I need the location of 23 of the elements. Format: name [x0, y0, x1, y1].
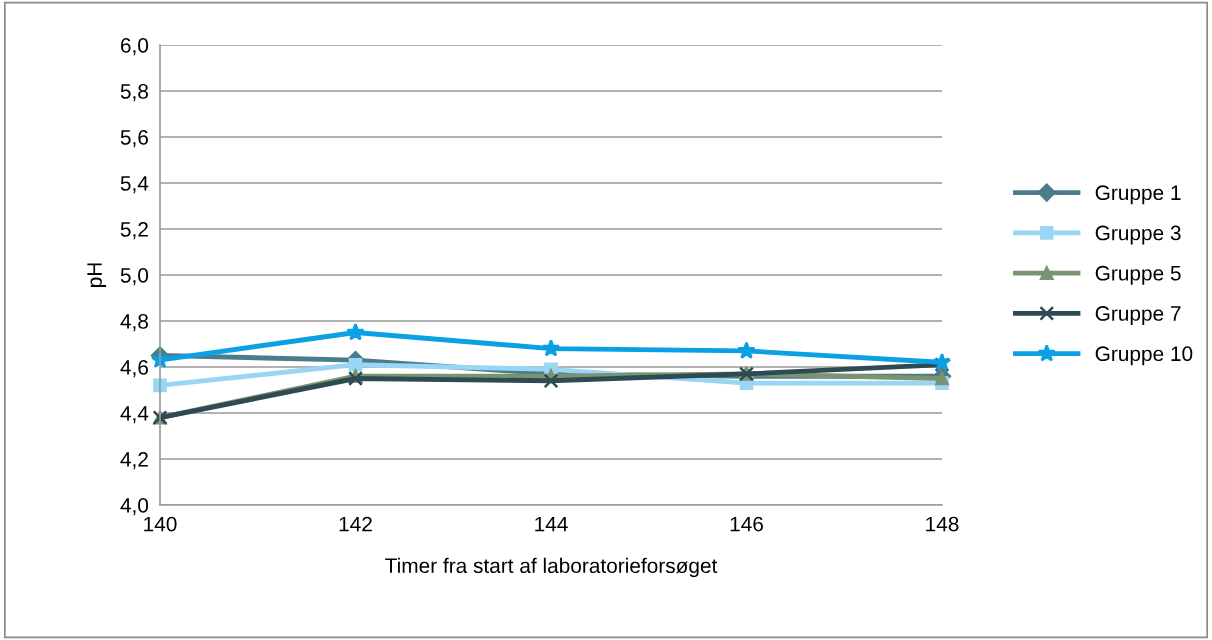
y-tick-label: 4,6	[120, 360, 148, 378]
x-tick-label: 148	[926, 516, 959, 532]
y-tick-label: 5,0	[120, 268, 149, 286]
legend-label: Gruppe 3	[1095, 225, 1181, 245]
x-tick-label: 142	[339, 516, 372, 532]
y-tick-label: 5,2	[120, 222, 148, 240]
x-tick-label: 146	[730, 516, 763, 532]
x-tick-label: 144	[535, 516, 568, 532]
y-tick-label: 4,2	[120, 452, 148, 470]
x-tick-label: 140	[144, 516, 177, 532]
y-tick-label: 5,4	[120, 176, 149, 194]
y-tick-label: 5,8	[120, 84, 148, 102]
y-tick-label: 4,4	[120, 406, 149, 424]
y-tick-label: 6,0	[120, 38, 149, 56]
legend-label: Gruppe 1	[1095, 185, 1181, 205]
legend-label: Gruppe 10	[1095, 346, 1193, 366]
y-axis-title: pH	[87, 263, 107, 287]
x-axis-title: Timer fra start af laboratorieforsøget	[385, 557, 718, 578]
y-tick-label: 5,6	[120, 130, 148, 148]
y-tick-label: 4,0	[120, 498, 149, 516]
legend-label: Gruppe 7	[1095, 306, 1181, 325]
legend-label: Gruppe 5	[1095, 265, 1181, 285]
y-tick-label: 4,8	[120, 314, 148, 332]
